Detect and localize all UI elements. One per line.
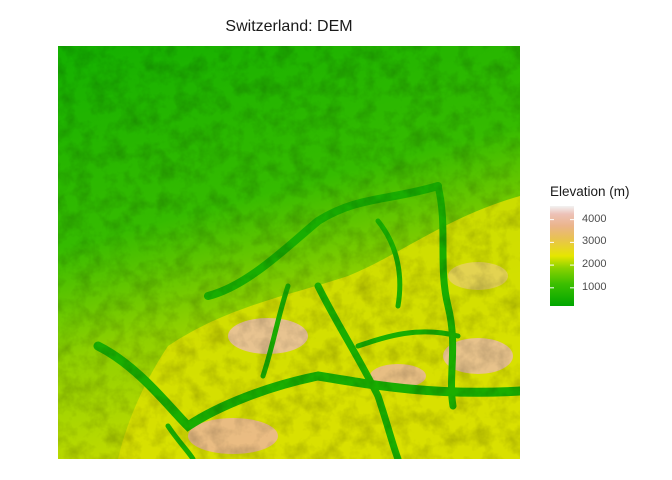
legend-tick-label: 2000 — [582, 258, 607, 271]
legend-colorbar — [550, 206, 574, 306]
elevation-map — [58, 46, 520, 459]
map-title: Switzerland: DEM — [225, 18, 353, 35]
legend-tick-label: 4000 — [582, 212, 607, 225]
legend-title: Elevation (m) — [550, 184, 630, 199]
legend-tick-label: 3000 — [582, 235, 607, 248]
terrain-texture — [58, 46, 520, 459]
legend-tick-label: 1000 — [582, 280, 607, 293]
